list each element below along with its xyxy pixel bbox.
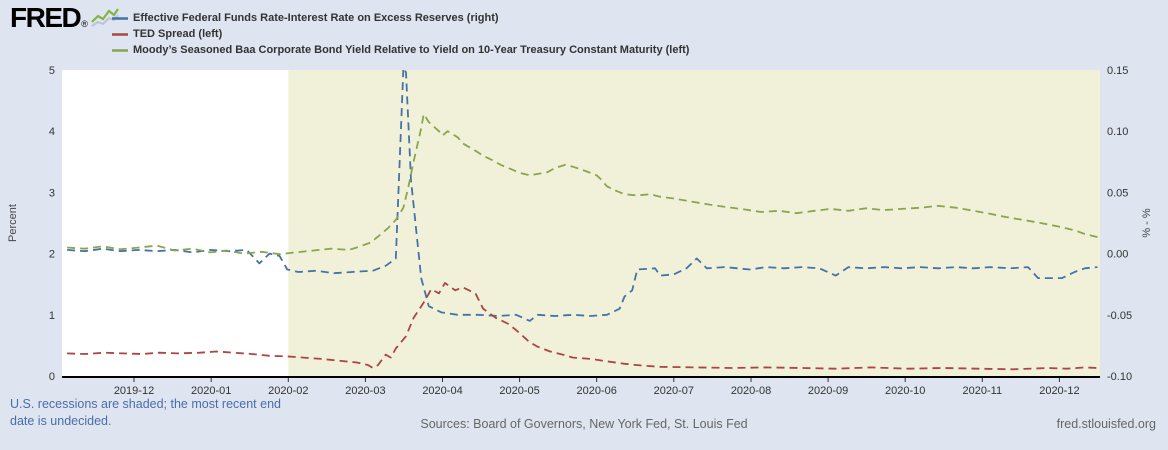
x-tick-label: 2020-04 xyxy=(422,385,462,397)
legend-label: Moody’s Seasoned Baa Corporate Bond Yiel… xyxy=(133,44,690,56)
legend-label: TED Spread (left) xyxy=(133,28,223,40)
x-tick-label: 2020-02 xyxy=(268,385,308,397)
x-tick-label: 2020-10 xyxy=(885,385,925,397)
series-effr-ioer-line xyxy=(67,70,1098,322)
x-tick-label: 2020-06 xyxy=(577,385,617,397)
legend-item: Effective Federal Funds Rate-Interest Ra… xyxy=(112,10,689,26)
x-tick-label: 2020-11 xyxy=(963,385,1003,397)
x-tick-label: 2019-12 xyxy=(114,385,154,397)
left-tick-label: 0 xyxy=(49,371,55,383)
left-tick-label: 1 xyxy=(49,310,55,322)
legend-item: Moody’s Seasoned Baa Corporate Bond Yiel… xyxy=(112,42,689,58)
x-tick-label: 2020-09 xyxy=(808,385,848,397)
legend-line-swatch xyxy=(112,48,128,52)
registered-mark: ® xyxy=(81,19,88,29)
series-baa-treasury-line xyxy=(67,113,1098,256)
x-tick-label: 2020-12 xyxy=(1039,385,1079,397)
x-tick-label: 2020-01 xyxy=(191,385,231,397)
x-tick-label: 2020-05 xyxy=(499,385,539,397)
recession-note: U.S. recessions are shaded; the most rec… xyxy=(10,397,281,428)
right-tick-label: 0.00 xyxy=(1107,249,1128,261)
series-ted-spread-line xyxy=(67,282,1098,371)
right-axis-title: % - % xyxy=(1141,208,1153,238)
left-tick-label: 3 xyxy=(49,187,55,199)
x-tick-label: 2020-08 xyxy=(731,385,771,397)
left-tick-label: 2 xyxy=(49,249,55,261)
right-tick-label: 0.15 xyxy=(1107,65,1128,77)
left-tick-label: 5 xyxy=(49,65,55,77)
left-axis-title: Percent xyxy=(7,204,19,242)
right-tick-label: 0.05 xyxy=(1107,187,1128,199)
x-tick-label: 2020-03 xyxy=(345,385,385,397)
fred-site-link[interactable]: fred.stlouisfed.org xyxy=(1056,417,1156,431)
legend-line-swatch xyxy=(112,32,128,36)
recession-shading xyxy=(288,70,1100,376)
right-tick-label: -0.05 xyxy=(1107,310,1132,322)
right-tick-label: 0.10 xyxy=(1107,126,1128,138)
legend-line-swatch xyxy=(112,16,128,20)
sources-text: Sources: Board of Governors, New York Fe… xyxy=(420,417,748,431)
fred-logo-text: FRED xyxy=(10,2,82,33)
legend-label: Effective Federal Funds Rate-Interest Ra… xyxy=(133,12,499,24)
left-tick-label: 4 xyxy=(49,126,55,138)
legend-item: TED Spread (left) xyxy=(112,26,689,42)
fred-logo[interactable]: FRED ® xyxy=(10,2,120,33)
x-tick-label: 2020-07 xyxy=(654,385,694,397)
legend: Effective Federal Funds Rate-Interest Ra… xyxy=(112,10,689,58)
right-tick-label: -0.10 xyxy=(1107,371,1132,383)
